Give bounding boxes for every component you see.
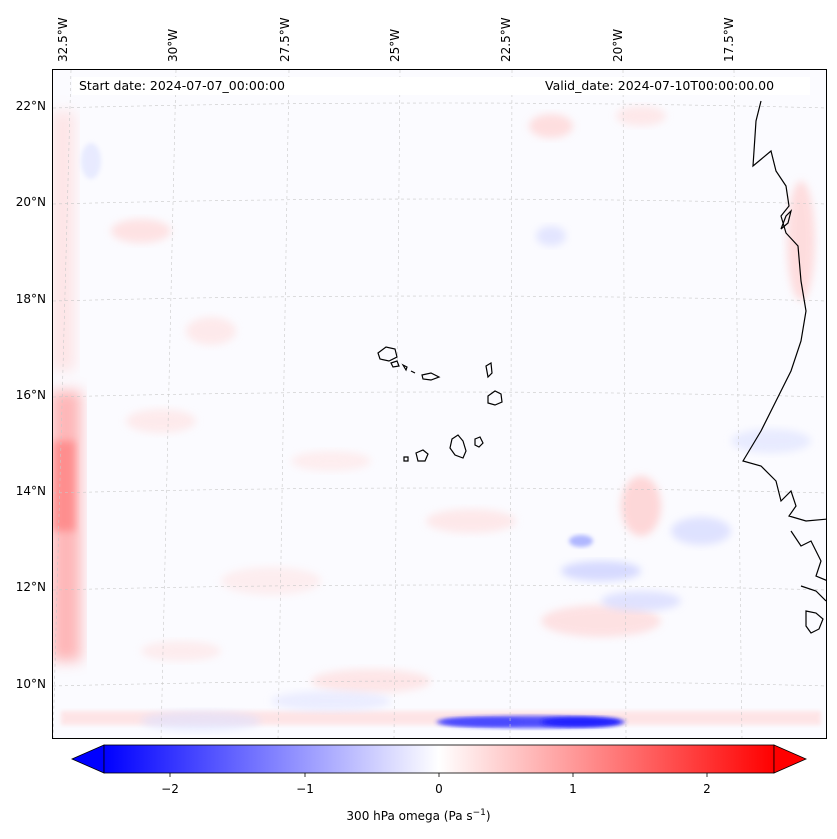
lat-label: 18°N <box>15 292 46 306</box>
map-canvas <box>53 70 826 738</box>
omega-field <box>53 106 821 731</box>
start-date-label: Start date: 2024-07-07_00:00:00 <box>79 78 285 93</box>
graticule <box>53 70 826 738</box>
colorbar-tick-label: 2 <box>703 782 711 796</box>
lon-label: 32.5°W <box>56 17 70 62</box>
map-frame[interactable] <box>52 69 827 739</box>
colorbar-tick-label: 0 <box>435 782 443 796</box>
colorbar-label: 300 hPa omega (Pa s−1) <box>346 808 491 823</box>
lat-label: 12°N <box>15 580 46 594</box>
lon-label: 27.5°W <box>278 17 292 62</box>
lon-label: 30°W <box>166 28 180 62</box>
colorbar-max-arrow <box>773 744 807 774</box>
colorbar-gradient <box>103 744 775 774</box>
colorbar-tick-label: −1 <box>296 782 314 796</box>
coastlines <box>377 100 826 634</box>
lon-label: 25°W <box>388 28 402 62</box>
date-bar <box>72 77 810 95</box>
lat-label: 10°N <box>15 677 46 691</box>
valid-date-label: Valid_date: 2024-07-10T00:00:00.00 <box>545 78 775 93</box>
lon-label: 22.5°W <box>499 17 513 62</box>
colorbar <box>71 744 807 777</box>
lat-label: 14°N <box>15 484 46 498</box>
colorbar-tick-label: −2 <box>161 782 179 796</box>
lat-label: 16°N <box>15 388 46 402</box>
colorbar-min-arrow <box>71 744 105 774</box>
colorbar-ticks <box>169 773 708 777</box>
colorbar-tick-label: 1 <box>569 782 577 796</box>
lat-label: 22°N <box>15 99 46 113</box>
lat-label: 20°N <box>15 195 46 209</box>
lon-label: 17.5°W <box>722 17 736 62</box>
lon-label: 20°W <box>611 28 625 62</box>
